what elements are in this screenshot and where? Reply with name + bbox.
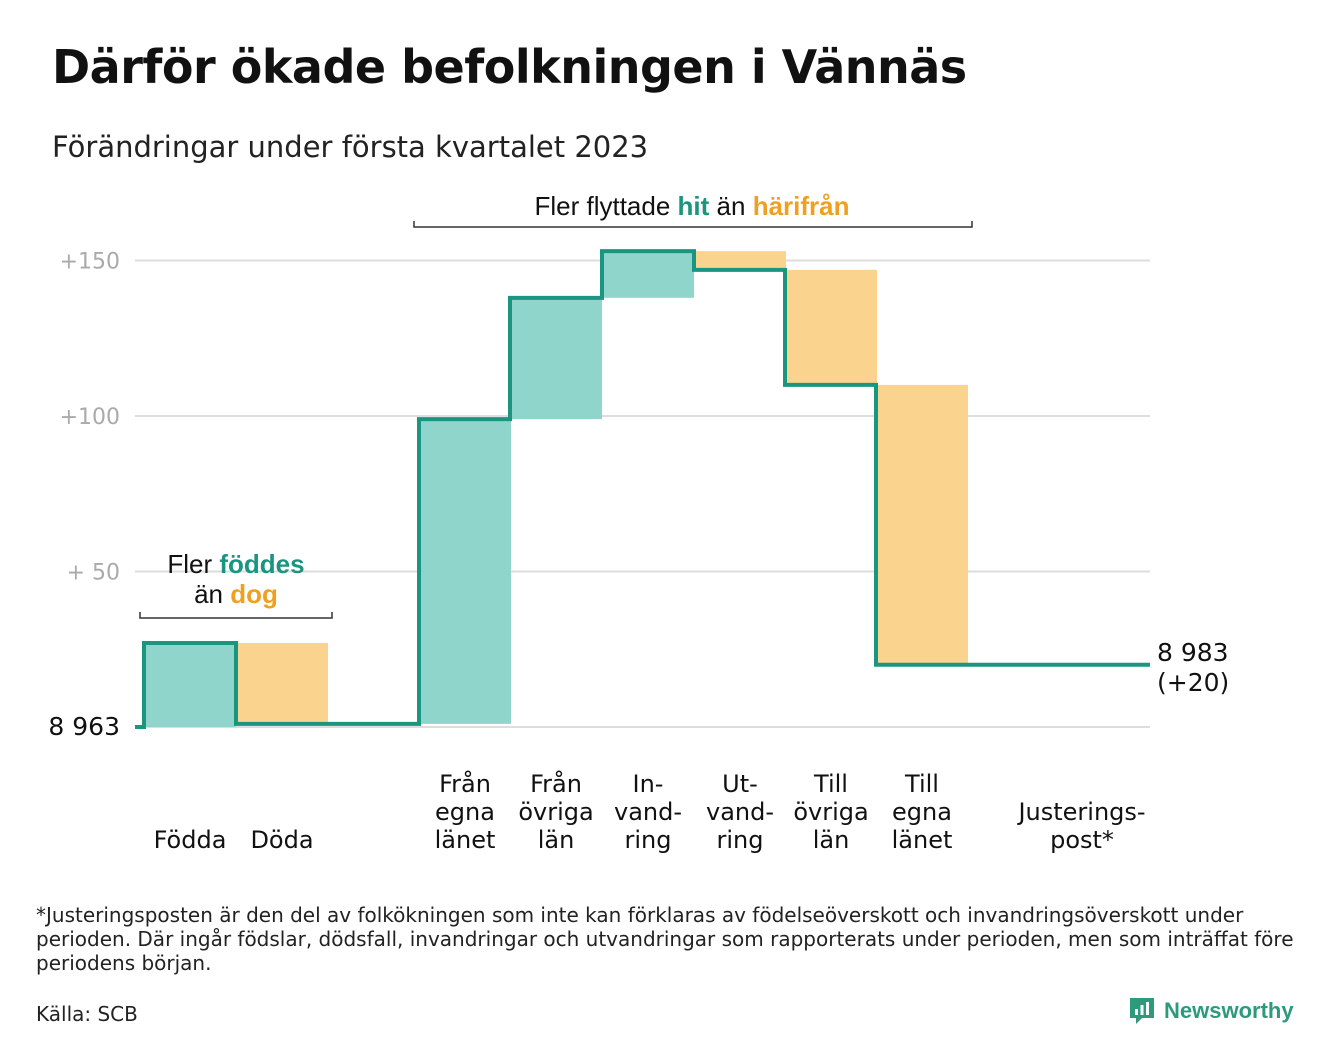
x-axis-label: länet bbox=[435, 826, 496, 854]
annotation-plain: än bbox=[194, 579, 230, 609]
y-tick-label: +100 bbox=[60, 405, 120, 430]
bar-fill bbox=[602, 251, 694, 298]
footnote: *Justeringsposten är den del av folkökni… bbox=[36, 903, 1294, 975]
y-axis-ticks: 8 963 + 50 +100 +150 bbox=[48, 250, 120, 742]
chart-title: Därför ökade befolkningen i Vännäs bbox=[52, 40, 967, 94]
x-axis-label: ring bbox=[625, 826, 672, 854]
annotation-plain: Fler flyttade bbox=[534, 191, 677, 221]
x-axis-label: Till bbox=[904, 770, 939, 798]
annotation-text: Fler föddes bbox=[167, 549, 304, 579]
x-axis-label: Födda bbox=[154, 826, 227, 854]
chart-subtitle: Förändringar under första kvartalet 2023 bbox=[52, 130, 649, 164]
source-note: Källa: SCB bbox=[36, 1002, 138, 1026]
bar-fill bbox=[510, 297, 602, 420]
x-axis-label: Från bbox=[530, 769, 582, 798]
cumulative-step-line bbox=[135, 249, 1150, 729]
y-tick-label: + 50 bbox=[67, 561, 120, 586]
annotation-highlight: dog bbox=[230, 579, 278, 609]
x-axis-label: Till bbox=[813, 770, 848, 798]
annotation-text: Fler flyttade hit än härifrån bbox=[534, 191, 849, 221]
x-axis-label: övriga bbox=[793, 798, 868, 826]
newsworthy-logo-icon bbox=[1130, 998, 1154, 1024]
x-axis-label: länet bbox=[892, 826, 953, 854]
end-value-text: (+20) bbox=[1157, 668, 1229, 697]
annotation-highlight: föddes bbox=[219, 549, 304, 579]
bar-fill bbox=[785, 269, 877, 385]
x-axis-label: In- bbox=[633, 770, 664, 798]
x-axis-labels: Födda DödaFrånegnalänetFrånövrigalänIn-va… bbox=[154, 769, 1146, 854]
x-axis-label: län bbox=[538, 826, 575, 854]
annotation-highlight: härifrån bbox=[753, 191, 850, 221]
y-tick-label: +150 bbox=[60, 250, 120, 275]
x-axis-label: Från bbox=[439, 769, 491, 798]
bar-fill bbox=[236, 643, 328, 724]
x-axis-label: ring bbox=[717, 826, 764, 854]
annotation-plain: än bbox=[709, 191, 752, 221]
x-axis-label: Döda bbox=[250, 826, 313, 854]
annotation-text: än dog bbox=[194, 579, 278, 609]
x-axis-label: egna bbox=[435, 798, 495, 826]
x-axis-label: län bbox=[813, 826, 850, 854]
bar-fill bbox=[419, 419, 511, 724]
x-axis-label: vand- bbox=[706, 798, 774, 826]
annotation-highlight: hit bbox=[678, 191, 710, 221]
bar-fills bbox=[144, 251, 968, 727]
annotation-plain: Fler bbox=[167, 549, 219, 579]
bar-fill bbox=[694, 251, 786, 270]
bar-fill bbox=[144, 643, 236, 727]
x-axis-label: egna bbox=[892, 798, 952, 826]
x-axis-label: post* bbox=[1050, 826, 1114, 854]
x-axis-label: övriga bbox=[518, 798, 593, 826]
x-axis-label: Ut- bbox=[722, 770, 758, 798]
brand-logo: Newsworthy bbox=[1128, 996, 1294, 1026]
annotation-bracket bbox=[139, 612, 333, 619]
x-axis-label: vand- bbox=[614, 798, 682, 826]
annotation-bracket bbox=[413, 221, 973, 228]
brand-name: Newsworthy bbox=[1164, 998, 1294, 1023]
end-value-label: 8 983(+20) bbox=[1157, 638, 1229, 697]
y-tick-label: 8 963 bbox=[48, 712, 120, 741]
end-value-text: 8 983 bbox=[1157, 638, 1229, 667]
bar-fill bbox=[876, 384, 968, 665]
x-axis-label: Justerings- bbox=[1016, 798, 1145, 826]
